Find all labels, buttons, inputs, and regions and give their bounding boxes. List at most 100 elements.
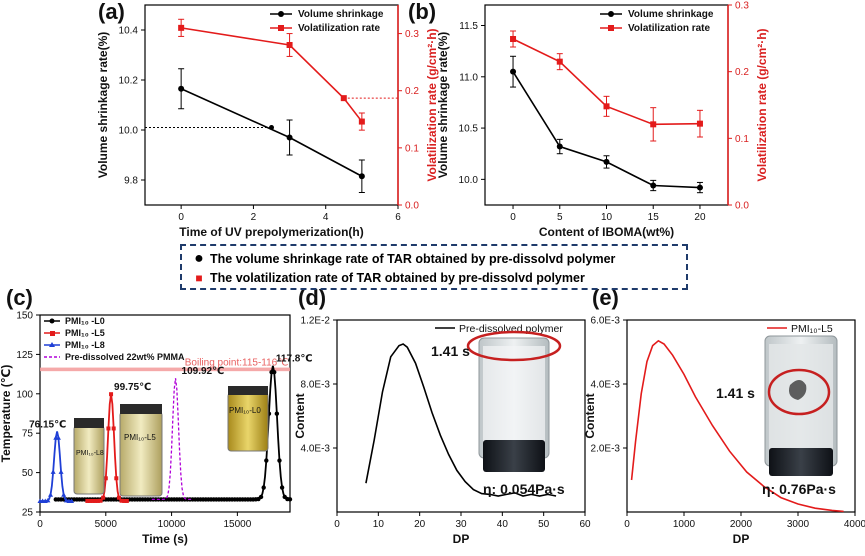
peak-marker-1-26: [119, 498, 124, 503]
series-line-a-volatilization: [181, 27, 363, 123]
y-tick-label-a-2: 10.2: [119, 76, 139, 87]
x-tick-label-d-5: 50: [538, 519, 550, 530]
data-point-a-shrinkage-1: [286, 134, 293, 141]
highlight-ring-d: [466, 330, 562, 362]
peak-marker-1-30: [124, 498, 129, 503]
data-point-a-volatilization-2: [340, 95, 347, 102]
x-tick-label-e-4: 4000: [844, 519, 865, 530]
x-tick-label-c-3: 15000: [223, 519, 251, 530]
legend-marker-a-0: [278, 11, 284, 17]
x-tick-label-b-2: 10: [601, 212, 613, 223]
data-point-b-volatilization-0: [510, 36, 517, 42]
vial-label-l0: PMI₁₀-L0: [229, 406, 261, 415]
y-tick-label-b-2: 11.0: [459, 72, 478, 83]
shared-legend-item-volatilization: ■ The volatilization rate of TAR obtaine…: [192, 268, 676, 287]
panel-label-a: (a): [98, 0, 125, 24]
x-tick-label-e-0: 0: [624, 519, 630, 530]
peak-marker-1-4: [90, 498, 95, 503]
legend-label-c-2: PMI₁₀ -L8: [65, 340, 105, 350]
legend-label-e: PMI₁₀-L5: [791, 323, 833, 335]
peak-marker-0-172: [279, 485, 285, 490]
y-axis-title-c: Temperature (℃): [0, 365, 13, 463]
data-point-b-shrinkage-1: [556, 143, 563, 150]
panel-label-c: (c): [6, 285, 33, 310]
y-tick-label-a-3: 10.4: [119, 26, 139, 37]
shared-legend-item-shrinkage: ● The volume shrinkage rate of TAR obtai…: [192, 249, 676, 268]
x-tick-label-b-0: 0: [510, 212, 516, 223]
x-tick-label-d-2: 20: [414, 519, 426, 530]
peak-marker-1-0: [85, 498, 90, 503]
data-point-b-volatilization-4: [696, 120, 703, 127]
peak-marker-2-6: [45, 497, 51, 503]
annotation-viscosity-d: η: 0.054Pa·s: [483, 481, 565, 497]
peak-marker-0-166: [272, 369, 277, 375]
red-square-icon: ■: [195, 270, 203, 285]
highlight-ring-e: [767, 368, 831, 416]
peak-marker-1-18: [109, 392, 114, 397]
peak-marker-1-20: [111, 426, 116, 431]
x-tick-label-b-3: 15: [648, 212, 660, 223]
y-tick-label-a-1: 10.0: [119, 126, 139, 137]
chart-b: 0 5 10 15 20 10.0 10.5 11.0 11.5 0.0 0.1 0.2 0.3 Cont…: [436, 1, 769, 240]
x-axis-title-a: Time of UV prepolymerization(h): [179, 225, 363, 239]
y2-axis-title-b: Volatilization rate (g/cm²·h): [755, 28, 769, 181]
peak-marker-2-24: [69, 498, 75, 503]
peak-marker-1-10: [98, 498, 103, 503]
x-axis-title-c: Time (s): [142, 532, 188, 546]
y2-tick-label-b-2: 0.2: [735, 67, 749, 78]
peak-marker-0-160: [264, 458, 269, 463]
y2-tick-label-b-3: 0.3: [735, 1, 749, 12]
y-tick-label-e-2: 6.0E-3: [591, 316, 621, 327]
x-tick-label-b-1: 5: [557, 212, 563, 223]
legend-label-c-0: PMI₁₀ -L0: [65, 316, 105, 326]
x-tick-label-d-3: 30: [455, 519, 467, 530]
vial-label-l5: PMI₁₀-L5: [124, 433, 156, 442]
y2-tick-label-a-0: 0.0: [405, 201, 419, 212]
peak-marker-1-8: [95, 498, 100, 503]
x-axis-title-e: DP: [733, 532, 750, 546]
legend-marker-c-1: [50, 331, 55, 336]
x-tick-label-e-1: 1000: [673, 519, 696, 530]
y-tick-label-c-2: 75: [22, 429, 34, 440]
legend-marker-c-0: [49, 318, 55, 324]
peak-marker-1-28: [122, 498, 127, 503]
peak-marker-1-12: [101, 495, 106, 500]
y2-tick-label-a-3: 0.3: [405, 29, 419, 40]
legend-marker-b-1: [608, 25, 614, 31]
data-point-b-shrinkage-2: [603, 158, 610, 165]
data-point-b-volatilization-2: [603, 103, 610, 110]
data-point-b-volatilization-3: [650, 121, 657, 128]
peak-label-0: 117.8℃: [276, 354, 313, 365]
vial-photo-d: [466, 330, 562, 472]
y-tick-label-e-1: 4.0E-3: [591, 380, 621, 391]
chart-a: 0 2 4 6 9.8 10.0 10.2 10.4 0.0 0.1 0.2 0.3 Time of U…: [96, 4, 439, 239]
peak-marker-1-24: [116, 495, 121, 500]
y-tick-label-c-3: 100: [16, 389, 33, 400]
x-tick-label-d-4: 40: [497, 519, 509, 530]
peak-marker-0-168: [274, 411, 280, 416]
shared-legend-box: ● The volume shrinkage rate of TAR obtai…: [180, 244, 688, 290]
peak-marker-1-16: [106, 426, 111, 431]
shared-legend-text-1: The volume shrinkage rate of TAR obtaine…: [210, 251, 616, 266]
x-axis-title-b: Content of IBOMA(wt%): [539, 225, 674, 239]
chart-e: 0 1000 2000 3000 4000 2.0E-3 4.0E-3 6.0E-3 DP Con…: [583, 316, 865, 547]
plot-frame-c: [39, 314, 291, 513]
data-point-b-shrinkage-4: [696, 184, 703, 191]
peak-marker-1-6: [93, 498, 98, 503]
x-tick-label-a-3: 6: [395, 212, 401, 223]
x-tick-label-c-0: 0: [37, 519, 43, 530]
y2-tick-label-b-1: 0.1: [735, 134, 749, 145]
vial-photos-c: [73, 386, 269, 497]
data-point-a-volatilization-1: [286, 42, 293, 48]
y2-tick-label-a-1: 0.1: [405, 143, 419, 154]
legend-label-c-1: PMI₁₀ -L5: [65, 328, 105, 338]
annotation-viscosity-e: η: 0.76Pa·s: [762, 481, 836, 497]
legend-label-c-3: Pre-dissolved 22wt% PMMA: [65, 352, 185, 362]
y-tick-label-a-0: 9.8: [124, 176, 138, 187]
x-axis-title-d: DP: [453, 532, 470, 546]
legend-label-d: Pre-dissolved polymer: [459, 323, 563, 335]
peak-marker-0-178: [287, 497, 293, 502]
legend-marker-c-2: [49, 342, 55, 347]
data-point-a-volatilization-0: [178, 24, 185, 31]
peak-marker-2-16: [58, 469, 64, 474]
